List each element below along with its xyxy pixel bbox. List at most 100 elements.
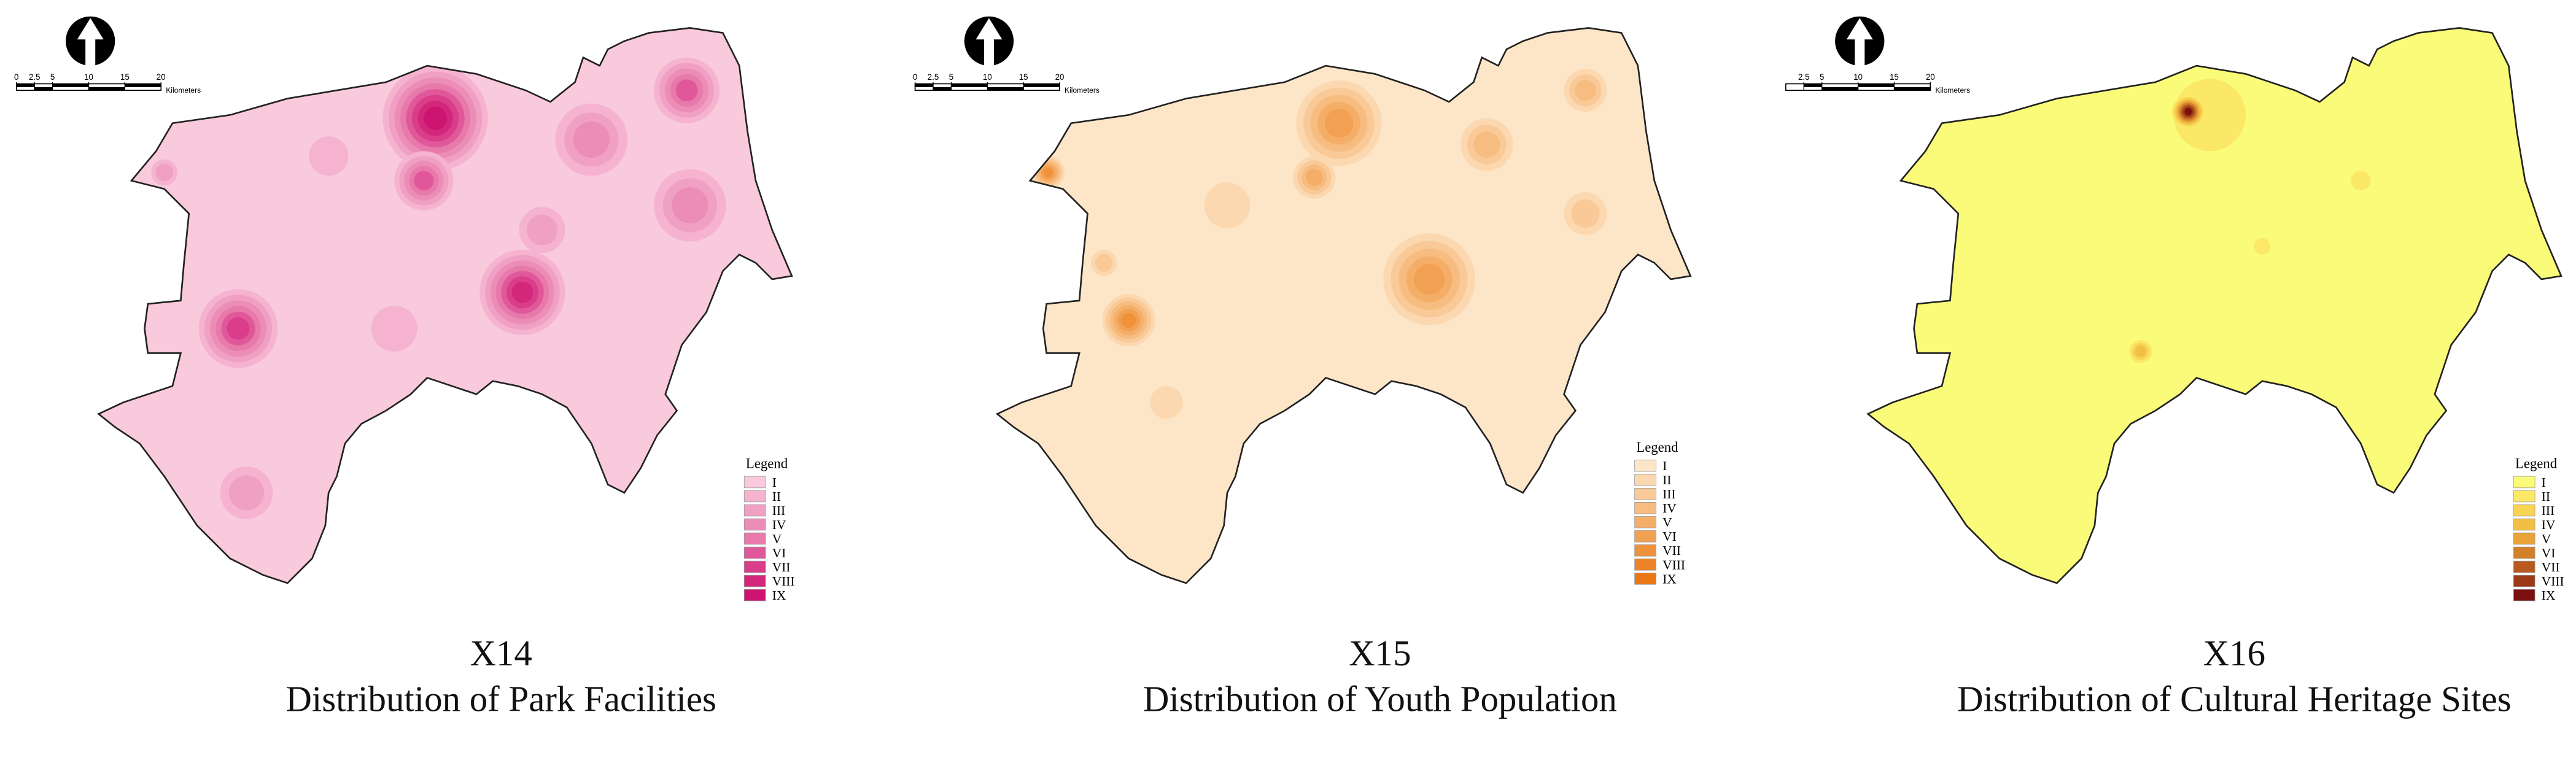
legend-label: IX — [2542, 588, 2556, 603]
north-arrow-head — [976, 18, 1003, 66]
panel: 0 2.5 5 10 15 20KilometersLegendIIIIIIIVVVIVI… — [14, 16, 805, 723]
legend-swatch — [743, 546, 766, 559]
hotspot — [228, 475, 264, 511]
hotspot — [1204, 182, 1251, 228]
scale-segment — [987, 87, 1024, 91]
scale-segment — [933, 87, 952, 91]
legend-swatch — [2513, 490, 2535, 503]
legend-label: IX — [1662, 571, 1677, 586]
region-outline — [1866, 27, 2562, 584]
legend-label: VI — [1662, 529, 1677, 544]
hotspot — [155, 163, 173, 182]
scale-segment — [16, 83, 35, 87]
caption-code: X15 — [1349, 632, 1411, 674]
scale-segment — [1821, 87, 1858, 91]
legend-title: Legend — [1636, 439, 1678, 455]
hotspots — [151, 57, 726, 519]
legend-swatch — [2513, 518, 2535, 531]
legend-swatch — [1634, 516, 1656, 528]
caption-code: X16 — [2203, 632, 2266, 674]
legend-swatch — [1634, 501, 1656, 514]
legend-swatch — [1634, 530, 1656, 543]
scale-label: 10 — [983, 72, 992, 82]
scale-segment — [951, 83, 988, 87]
scale-label: 20 — [1055, 72, 1065, 82]
hotspots — [1031, 69, 1607, 419]
region-outline — [97, 27, 793, 584]
scale-label: 20 — [1926, 72, 1935, 82]
scale-unit: Kilometers — [1065, 86, 1100, 95]
hotspot — [2184, 108, 2192, 115]
hotspot — [1574, 79, 1596, 101]
legend-swatch — [2513, 546, 2535, 559]
legend-swatch — [743, 575, 766, 587]
region-fill — [98, 28, 792, 584]
hotspot — [573, 122, 610, 158]
north-arrow-head — [77, 18, 104, 66]
legend-swatch — [2513, 504, 2535, 517]
scale-label: 20 — [157, 72, 166, 82]
north-arrow-head — [1846, 18, 1873, 66]
scale-label: 2.5 — [29, 72, 41, 82]
caption: X14 Distribution of Park Facilities — [197, 631, 805, 723]
scale-label: 0 — [913, 72, 917, 82]
legend-swatch — [743, 504, 766, 517]
legend-label: VI — [772, 546, 786, 560]
scale-label: 0 — [14, 72, 18, 82]
legend-swatch — [1634, 473, 1656, 486]
legend-label: III — [772, 503, 785, 518]
scale-label: 2.5 — [928, 72, 939, 82]
scale-label: 15 — [1019, 72, 1028, 82]
hotspot — [1150, 385, 1183, 419]
scale-segment — [34, 87, 53, 91]
hotspot — [675, 79, 698, 102]
legend-swatch — [2513, 476, 2535, 489]
scale-label: 15 — [120, 72, 130, 82]
legend-label: I — [2542, 475, 2546, 490]
caption: X15 Distribution of Youth Population — [1076, 631, 1684, 723]
legend-label: V — [1662, 515, 1672, 530]
legend-label: IV — [1662, 501, 1677, 516]
legend-label: VI — [2542, 546, 2556, 560]
legend-swatch — [2513, 575, 2535, 587]
scale-label: 2.5 — [1798, 72, 1810, 82]
hotspot — [527, 214, 558, 246]
legend-label: I — [772, 475, 777, 490]
region-fill — [997, 28, 1691, 584]
legend-swatch — [1634, 487, 1656, 500]
legend-label: IX — [772, 588, 786, 603]
region-fill — [1868, 28, 2561, 584]
hotspots — [2129, 79, 2371, 363]
hotspot — [1473, 131, 1500, 158]
scale-segment — [1804, 83, 1822, 87]
legend-label: VII — [1662, 543, 1681, 558]
scale-segment — [915, 83, 933, 87]
legend-title: Legend — [2515, 456, 2558, 471]
scale-segment — [52, 83, 89, 87]
legend-swatch — [743, 589, 766, 602]
hotspot — [672, 187, 708, 223]
legend-swatch — [1634, 573, 1656, 585]
legend-label: II — [1662, 473, 1671, 487]
hotspot — [511, 281, 533, 303]
scale-label: 5 — [1820, 72, 1824, 82]
legend-swatch — [1634, 459, 1656, 472]
legend-label: II — [772, 489, 781, 504]
legend-label: VII — [2542, 560, 2560, 575]
caption-caption: Distribution of Youth Population — [1143, 678, 1617, 720]
caption-caption: Distribution of Park Facilities — [285, 678, 716, 720]
scale-segment — [88, 87, 125, 91]
legend-label: I — [1662, 459, 1667, 473]
legend-swatch — [743, 476, 766, 489]
legend-label: V — [2542, 532, 2551, 546]
legend-swatch — [2513, 532, 2535, 545]
hotspot — [424, 106, 448, 130]
legend-swatch — [743, 490, 766, 503]
hotspot — [1571, 199, 1600, 228]
legend-swatch — [743, 560, 766, 573]
legend-swatch — [1634, 544, 1656, 557]
scale-unit: Kilometers — [1935, 86, 1970, 95]
